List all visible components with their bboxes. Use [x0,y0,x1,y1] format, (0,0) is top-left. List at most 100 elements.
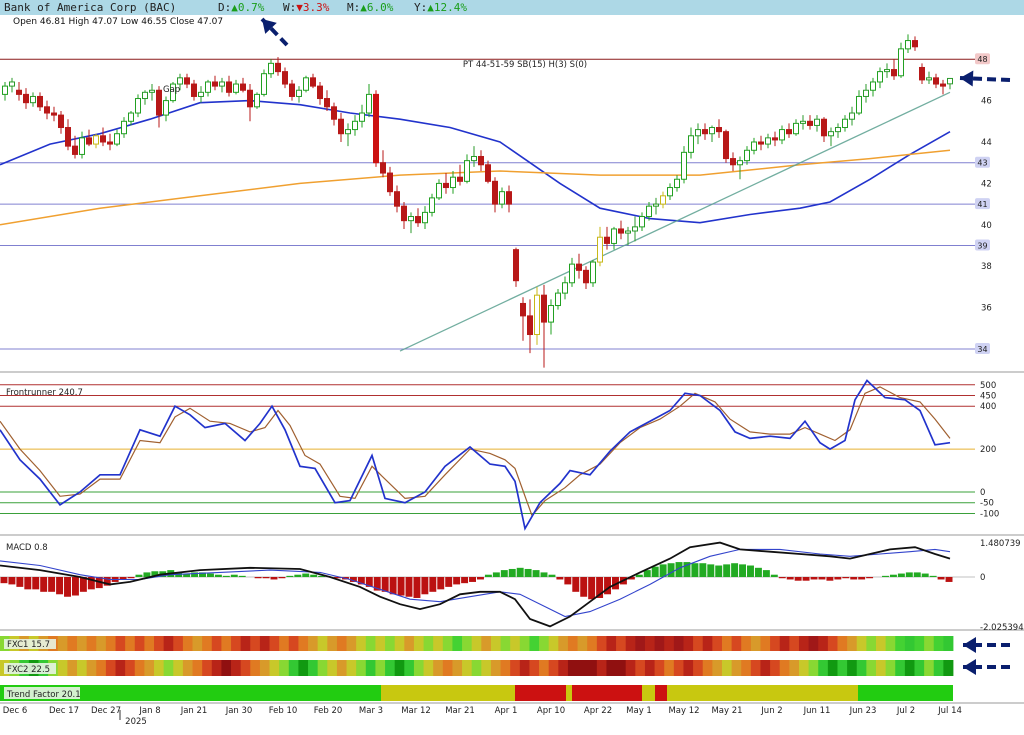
fxc1-cell [779,636,790,651]
fxc1-cell [490,636,501,651]
x-tick-label: May 1 [626,706,652,716]
price-tick-44: 44 [981,138,992,148]
ohlc-readout: Open 46.81 High 47.07 Low 46.55 Close 47… [13,17,224,27]
fr-tick-400: 400 [980,402,996,412]
fxc2-cell [413,660,424,676]
fr-signal-line [0,386,951,517]
week-change: W:▼3.3% [283,1,330,14]
macd-histogram-bar [794,577,802,581]
macd-histogram-bar [206,573,214,577]
fxc1-cell [644,636,655,651]
level-box-39 [975,239,990,251]
candle-body [359,112,365,122]
fr-tick-200: 200 [980,445,996,455]
macd-line [0,541,951,628]
year-label: 2025 [125,717,147,727]
macd-histogram-bar [580,577,588,597]
fxc1-cell [202,636,213,651]
fr-tick--100: -100 [980,509,999,519]
fxc1-cell [423,636,434,651]
candle-body [170,83,176,102]
fxc1-cell [635,636,646,651]
trend-segment [667,685,858,701]
fxc2-cell [529,660,540,676]
macd-histogram-bar [445,577,453,587]
candle-body [30,95,36,104]
macd-histogram-bar [127,577,135,579]
fxc2-cell [673,660,684,676]
candle-body [282,71,288,85]
fxc2-cell [895,660,906,676]
fxc2-cell [279,660,290,676]
macd-histogram-bar [16,577,24,587]
trend-title: Trend Factor 20.1 [6,690,81,700]
fxc2-cell [365,660,376,676]
macd-histogram-bar [897,573,905,577]
macd-histogram-bar [612,577,619,590]
candle-body [149,89,155,93]
trend-segment [0,685,381,701]
price-tick-36: 36 [981,304,992,314]
macd-histogram-bar [905,572,913,577]
candle-body [100,135,106,143]
fxc1-cell [616,636,627,651]
candle-body [674,178,680,189]
candle-body [415,216,421,224]
fxc1-cell [500,636,511,651]
moving-average-2 [0,149,951,226]
fxc2-cell [702,660,713,676]
candle-body [373,93,379,164]
candle-body [576,263,582,271]
fxc1-cell [404,636,415,651]
trend-segment [858,685,953,701]
fxc1-cell [539,636,550,651]
trend-factor-panel: Trend Factor 20.1 [0,685,953,701]
arrow-fxc1-head [963,637,976,653]
macd-histogram-bar [71,577,79,596]
price-tick-38: 38 [981,262,992,272]
fxc1-cell [567,636,578,651]
candle-body [135,98,141,114]
candle-body [114,133,120,145]
candle-body [618,228,624,234]
fxc1-cell [664,636,675,651]
macd-histogram-bar [143,572,151,577]
fxc1-cell [808,636,819,651]
fxc2-cell [712,660,723,676]
macd-panel: 1.480739 0 -2.025394 MACD 0.8 [0,539,1024,633]
price-tick-46: 46 [981,97,992,107]
macd-histogram-bar [183,573,191,577]
fxc2-cell [57,660,68,676]
fxc2-cell [558,660,569,676]
fxc1-cell [895,636,906,651]
candle-body [16,89,22,95]
fxc1-cell [587,636,598,651]
candle-body [590,261,596,284]
candle-body [856,95,862,114]
level-box-34 [975,343,990,354]
candle-body [422,211,428,224]
candle-body [884,69,890,73]
x-tick-label: Mar 3 [359,706,383,716]
macd-histogram-bar [365,577,373,587]
macd-histogram-bar [32,577,40,590]
fxc2-cell [904,660,915,676]
fxc1-cell [336,636,347,651]
x-tick-label: Jun 2 [760,706,782,716]
fxc2-cell [462,660,473,676]
candle-body [37,95,43,108]
fxc2-cell [616,660,627,676]
candle-body [562,282,568,294]
candle-body [688,135,694,153]
fxc2-cell [760,660,771,676]
day-change: D:▲0.7% [218,1,265,14]
macd-histogram-bar [945,577,953,582]
candle-body [457,176,463,182]
fxc2-cell [327,660,338,676]
candle-body [912,40,918,48]
fxc2-cell [943,660,954,676]
fxc1-cell [269,636,280,651]
fxc1-cell [298,636,309,651]
candle-body [79,137,85,155]
candle-body [779,129,785,141]
